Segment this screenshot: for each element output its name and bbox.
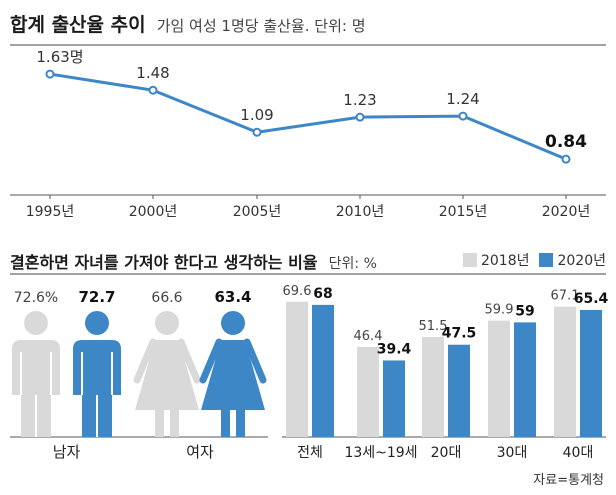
legend-label-2020: 2020년 [557, 253, 606, 269]
right-arm [177, 338, 201, 384]
bar-2020 [514, 322, 536, 437]
bar-chart-title: 결혼하면 자녀를 가져야 한다고 생각하는 비율 단위: % [10, 249, 377, 273]
legend-swatch-2018 [462, 253, 477, 267]
line-chart-title: 합계 출산율 추이 가임 여성 1명당 출산율. 단위: 명 [10, 10, 366, 37]
left-arm [133, 338, 157, 384]
bar-2020 [312, 304, 334, 437]
pictogram-category-label: 남자 [53, 443, 81, 461]
bar-2018 [488, 320, 510, 437]
head [85, 311, 109, 335]
x-tick-label: 2010년 [336, 204, 385, 220]
bar-value-2018: 67.1 [551, 289, 580, 304]
data-label: 1.63명 [36, 48, 83, 66]
x-tick-label: 2015년 [439, 204, 488, 220]
line-chart-main-title: 합계 출산율 추이 [10, 14, 146, 36]
x-tick-label: 1995년 [26, 204, 75, 220]
pictogram-value-2020: 63.4 [214, 288, 251, 306]
pictogram-category-label: 여자 [186, 443, 214, 461]
bar-category-label: 전체 [297, 445, 323, 461]
bar-value-2020: 39.4 [377, 341, 412, 357]
right-leg [236, 408, 245, 437]
left-arm [199, 338, 223, 384]
data-label: 1.48 [136, 64, 169, 82]
bar-value-2018: 59.9 [485, 303, 514, 318]
x-tick-label: 2000년 [129, 204, 178, 220]
figure-female-2020 [199, 311, 267, 437]
legend-item-2018: 2018년 [462, 250, 530, 270]
legend: 2018년 2020년 [453, 250, 606, 270]
data-point [355, 112, 365, 122]
data-point [45, 69, 55, 79]
line-chart-subtitle: 가임 여성 1명당 출산율. 단위: 명 [156, 17, 366, 35]
figure-female-2018 [133, 311, 201, 437]
bar-value-2020: 59 [515, 303, 534, 319]
head [221, 311, 245, 335]
pictogram-value-2018: 72.6% [14, 290, 58, 306]
bar-2018 [357, 346, 379, 437]
bar-2018 [554, 306, 576, 437]
bar-chart-unit: 단위: % [328, 256, 377, 272]
data-point [458, 111, 468, 121]
data-label: 1.09 [240, 106, 273, 124]
data-point [148, 85, 158, 95]
bar-value-2018: 51.5 [419, 319, 448, 334]
figure-male-2018 [12, 311, 60, 437]
data-label: 0.84 [545, 132, 587, 152]
data-point [561, 154, 571, 164]
figure-male-2020 [73, 311, 121, 437]
legend-swatch-2020 [539, 253, 554, 267]
left-leg [155, 408, 164, 437]
head [155, 311, 179, 335]
bar-2018 [422, 336, 444, 437]
legend-label-2018: 2018년 [480, 253, 530, 269]
body [12, 340, 60, 437]
x-tick-label: 2020년 [542, 204, 591, 220]
line-chart: 1995년 2000년 2005년 2010년 2015년 2020년 1.63명 1.48 1… [10, 44, 606, 220]
bar-category-label: 40대 [563, 445, 594, 461]
bar-2020 [383, 360, 405, 437]
legend-item-2020: 2020년 [539, 250, 606, 270]
bar-value-2018: 69.6 [283, 284, 312, 299]
dress [135, 340, 199, 410]
x-tick-label: 2005년 [233, 204, 282, 220]
bar-2020 [448, 344, 470, 437]
bar-category-label: 30대 [497, 445, 528, 461]
right-arm [243, 338, 267, 384]
bar-value-2020: 47.5 [442, 326, 477, 342]
dress [201, 340, 265, 410]
bar-chart-main-title: 결혼하면 자녀를 가져야 한다고 생각하는 비율 [10, 253, 318, 272]
bar-value-2018: 46.4 [354, 329, 383, 344]
bar-value-2020: 68 [313, 286, 332, 302]
left-leg [221, 408, 230, 437]
bar-category-label: 13세~19세 [344, 445, 417, 461]
pictogram-value-2020: 72.7 [78, 288, 115, 306]
data-point [252, 127, 262, 137]
line-series-2020 [49, 72, 567, 161]
bar-category-label: 20대 [431, 445, 462, 461]
bar-2018 [286, 301, 308, 437]
data-label: 1.23 [343, 91, 376, 109]
body [73, 340, 121, 437]
right-leg [170, 408, 179, 437]
head [24, 311, 48, 335]
bar-value-2020: 65.4 [574, 291, 609, 307]
source-note: 자료=통계청 [533, 473, 604, 488]
data-label: 1.24 [446, 90, 479, 108]
bar-2020 [580, 309, 602, 437]
pictogram-value-2018: 66.6 [151, 290, 182, 306]
